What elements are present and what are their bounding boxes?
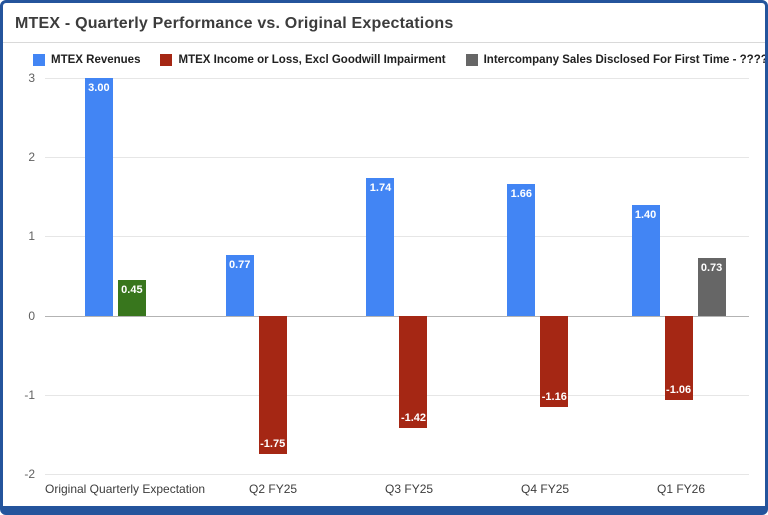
bar: 1.40 [631, 204, 660, 316]
x-axis-labels: Original Quarterly Expectation Q2 FY25 Q3 … [45, 482, 749, 496]
bar-group: 1.66 -1.16 [467, 78, 608, 474]
legend-swatch [160, 54, 173, 66]
y-tick-label: 1 [28, 229, 35, 244]
legend-swatch [33, 54, 45, 66]
bar: 0.45 [117, 279, 146, 316]
bar-value-label: 1.40 [634, 208, 657, 221]
x-category-label: Q1 FY26 [657, 482, 706, 496]
y-tick-label: 3 [28, 71, 35, 85]
bar-value-label: 1.66 [510, 188, 532, 201]
x-category-label: Q4 FY25 [521, 482, 570, 496]
bar-value-label: -1.16 [541, 391, 567, 404]
bar-group: 1.40 -1.06 0.73 [608, 78, 749, 474]
bar: -1.06 [664, 315, 693, 400]
x-category-label: Q2 FY25 [249, 482, 298, 496]
gridline [45, 78, 749, 79]
bar: -1.75 [258, 315, 287, 455]
bar-group: 1.74 -1.42 [327, 78, 468, 474]
gridline [45, 236, 749, 238]
x-category-label: Original Quarterly Expectation [45, 482, 206, 496]
bar-value-label: -1.42 [400, 412, 427, 425]
legend-swatch [465, 54, 478, 66]
bar: 0.73 [697, 257, 726, 316]
bar: 1.66 [507, 184, 536, 316]
bar-value-label: 0.73 [700, 261, 723, 274]
legend: MTEX Revenues MTEX Income or Loss, Excl G… [33, 54, 765, 66]
y-tick-label: -1 [24, 387, 35, 402]
bar: 1.74 [366, 177, 395, 316]
legend-label: MTEX Income or Loss, Excl Goodwill Impai… [178, 54, 446, 66]
legend-label: MTEX Revenues [51, 54, 141, 66]
y-axis: -2 -1 0 1 2 3 [11, 71, 45, 481]
y-tick-label: 2 [28, 150, 35, 165]
legend-item: MTEX Revenues [33, 54, 140, 66]
chart-body: -2 -1 0 1 2 3 3.00 0.45 0.77 -1.75 1.74 -1.42 1.66 -… [11, 71, 757, 481]
bar-value-label: 0.45 [121, 283, 143, 296]
x-category-label: Q3 FY25 [385, 482, 434, 496]
bar-group: 3.00 0.45 [45, 78, 186, 474]
bar-group: 0.77 -1.75 [186, 78, 327, 474]
gridline [45, 394, 749, 396]
bar-value-label: -1.06 [666, 383, 692, 396]
bar-value-label: 3.00 [88, 82, 110, 94]
title-divider [3, 42, 765, 43]
bar: -1.16 [540, 315, 569, 408]
legend-item: Intercompany Sales Disclosed For First T… [465, 54, 768, 66]
y-tick-label: -2 [24, 467, 35, 481]
gridline [45, 157, 749, 159]
chart-title: MTEX - Quarterly Performance vs. Origina… [15, 15, 454, 32]
legend-item: MTEX Income or Loss, Excl Goodwill Impai… [160, 54, 446, 66]
y-tick-label: 0 [28, 308, 35, 323]
legend-label: Intercompany Sales Disclosed For First T… [483, 54, 768, 66]
bar: 0.77 [225, 254, 254, 316]
bar: -1.42 [399, 315, 428, 429]
bar-value-label: 0.77 [228, 258, 251, 271]
bar: 3.00 [84, 78, 113, 316]
bar-value-label: -1.75 [260, 438, 286, 451]
gridline [45, 474, 749, 475]
zero-baseline [45, 315, 749, 317]
bar-value-label: 1.74 [369, 181, 392, 194]
plot-area: 3.00 0.45 0.77 -1.75 1.74 -1.42 1.66 -1.16 1.40 -… [45, 78, 749, 475]
